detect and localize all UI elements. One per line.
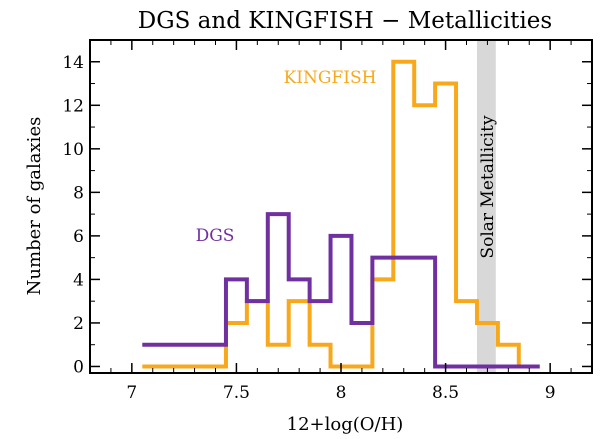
dgs-bar-13 xyxy=(414,258,435,367)
y-axis-label: Number of galaxies xyxy=(24,117,45,296)
dgs-bar-9 xyxy=(331,236,352,367)
kingfish-bar-7 xyxy=(289,301,310,366)
x-tick-label: 7 xyxy=(126,383,137,403)
dgs-bar-5 xyxy=(247,301,268,366)
solar-metallicity-label: Solar Metallicity xyxy=(478,115,498,259)
kingfish-bar-5 xyxy=(247,301,268,366)
dgs-bar-7 xyxy=(289,279,310,366)
x-tick-label: 8 xyxy=(336,383,347,403)
solar-metallicity-band xyxy=(476,40,496,373)
dgs-bar-3 xyxy=(205,345,226,367)
kingfish-bar-13 xyxy=(414,105,435,366)
dgs-bar-10 xyxy=(351,323,372,367)
y-tick-label: 12 xyxy=(62,96,84,116)
dgs-histogram-line xyxy=(142,212,540,369)
kingfish-bar-4 xyxy=(226,323,247,367)
dgs-bar-1 xyxy=(163,345,184,367)
kingfish-bar-15 xyxy=(456,301,477,366)
y-tick-label: 4 xyxy=(73,270,84,290)
dgs-bar-2 xyxy=(184,345,205,367)
x-tick-label: 9 xyxy=(545,383,556,403)
x-tick-label: 7.5 xyxy=(223,383,250,403)
kingfish-legend-label: KINGFISH xyxy=(284,68,377,88)
y-tick-label: 8 xyxy=(73,183,84,203)
y-axis-ticks: 0 2 4 6 8 10 12 14 xyxy=(62,53,592,377)
kingfish-bar-14 xyxy=(435,84,456,367)
x-axis-label: 12+log(O/H) xyxy=(287,414,404,435)
y-tick-label: 2 xyxy=(73,314,84,334)
kingfish-histogram-line xyxy=(142,59,540,369)
x-axis-ticks: 7 7.5 8 8.5 9 xyxy=(110,40,572,403)
y-tick-label: 14 xyxy=(62,53,84,73)
dgs-legend-label: DGS xyxy=(196,226,235,246)
kingfish-bar-6 xyxy=(268,345,289,367)
x-tick-label: 8.5 xyxy=(432,383,459,403)
y-tick-label: 0 xyxy=(73,357,84,377)
dgs-bar-8 xyxy=(310,301,331,366)
plot-frame xyxy=(89,39,593,374)
kingfish-bar-12 xyxy=(393,62,414,367)
y-tick-label: 10 xyxy=(62,140,84,160)
dgs-bar-11 xyxy=(372,258,393,367)
chart-title: DGS and KINGFISH − Metallicities xyxy=(138,8,552,34)
dgs-bar-12 xyxy=(393,258,414,367)
y-tick-label: 6 xyxy=(73,227,84,247)
kingfish-bar-8 xyxy=(310,345,331,367)
dgs-bar-0 xyxy=(142,345,163,367)
kingfish-bar-11 xyxy=(372,279,393,366)
kingfish-bar-17 xyxy=(498,345,519,367)
